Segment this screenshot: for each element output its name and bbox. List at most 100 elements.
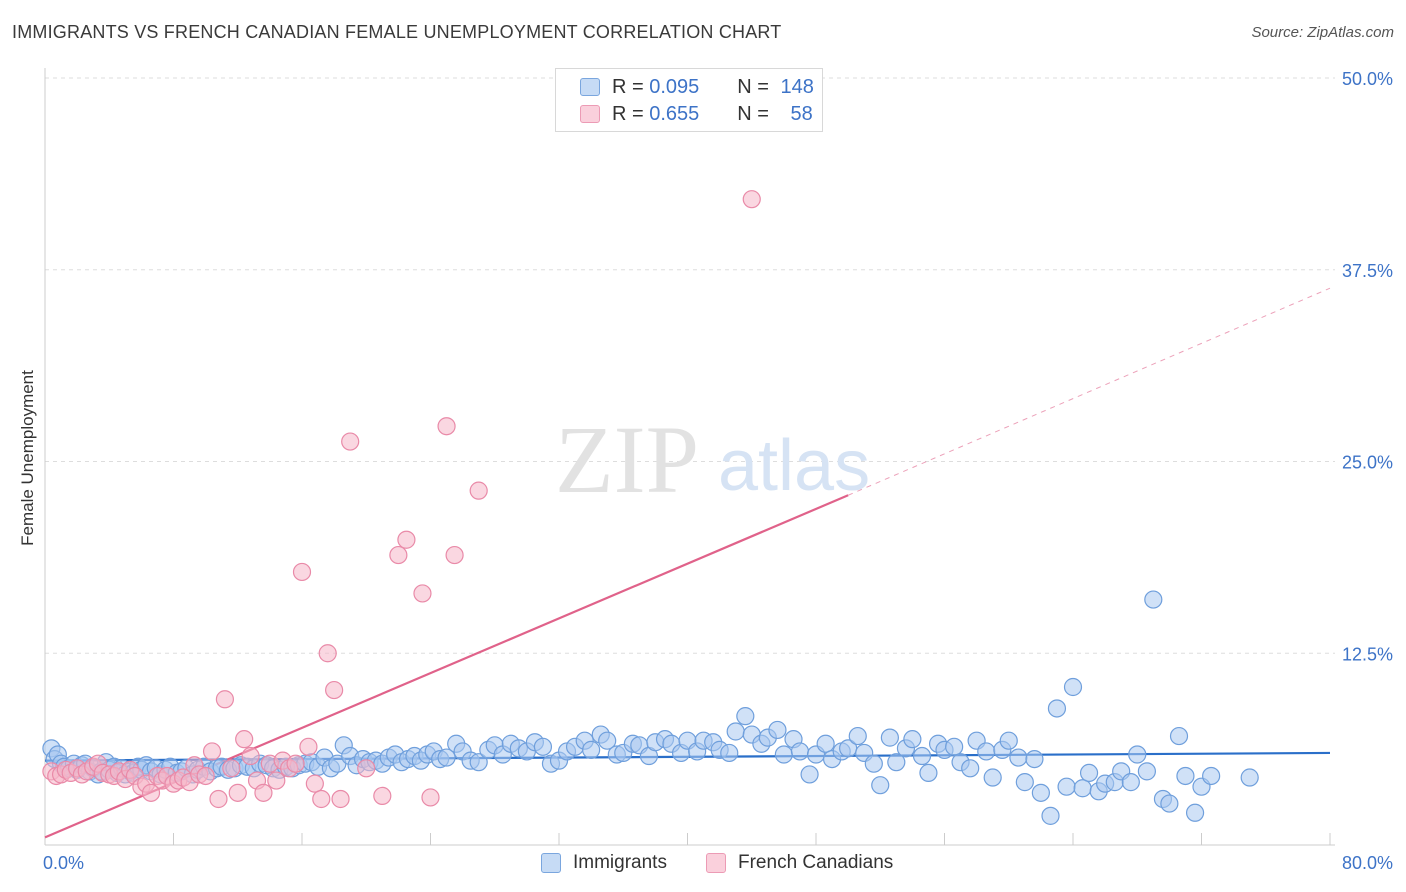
- immigrants-point: [983, 768, 1002, 787]
- x-tick-label: 0.0%: [43, 853, 84, 873]
- immigrants-point: [1047, 699, 1067, 718]
- french-canadians-point: [413, 584, 432, 603]
- french-canadians-point: [196, 766, 215, 786]
- axes: [44, 68, 1335, 846]
- french-canadians-point: [299, 737, 318, 756]
- immigrants-point: [912, 746, 932, 766]
- french-canadians-point: [325, 680, 344, 700]
- french-legend-swatch: [706, 853, 726, 873]
- french-canadians-point: [318, 644, 337, 663]
- y-tick-label: 12.5%: [1342, 644, 1393, 664]
- immigrants-legend-swatch: [541, 853, 561, 873]
- french-canadians-point: [312, 789, 331, 809]
- immigrants-point: [999, 731, 1018, 750]
- n-value: 58: [790, 102, 813, 125]
- r-value: 0.095: [649, 75, 700, 98]
- y-tick-label: 50.0%: [1342, 69, 1393, 89]
- immigrants-point: [582, 740, 601, 759]
- immigrants-point: [1041, 806, 1060, 825]
- x-tick-label: 80.0%: [1342, 853, 1393, 873]
- immigrants-point: [1063, 677, 1083, 697]
- immigrants-point: [887, 753, 906, 772]
- r-label: R =: [612, 75, 644, 98]
- immigrants-point: [871, 776, 890, 795]
- french-canadians-point: [254, 783, 273, 802]
- immigrants-point: [1031, 783, 1050, 802]
- french-canadians-point: [215, 690, 234, 709]
- french-canadians-point: [742, 190, 761, 209]
- immigrants-point: [768, 720, 787, 740]
- french-canadians-point: [222, 759, 241, 778]
- immigrants-point: [726, 722, 745, 741]
- n-value: 148: [780, 75, 814, 98]
- immigrants-point: [1128, 745, 1147, 764]
- immigrants-point: [903, 730, 922, 749]
- watermark-atlas: atlas: [718, 426, 870, 506]
- french-canadians-point: [469, 481, 488, 500]
- immigrants-point: [961, 759, 980, 778]
- chart-title: IMMIGRANTS VS FRENCH CANADIAN FEMALE UNE…: [12, 22, 782, 42]
- immigrants-swatch: [580, 78, 600, 96]
- immigrants-point: [1057, 777, 1076, 796]
- french-canadians-point: [437, 417, 456, 436]
- french-canadians-point: [286, 754, 305, 773]
- immigrants-point: [1137, 762, 1156, 781]
- y-tick-label: 25.0%: [1342, 453, 1393, 473]
- french-canadians-point: [421, 788, 440, 807]
- legend-row-immigrants: R = 0.095 N = 148: [580, 75, 814, 99]
- french-canadians-trend-extension: [847, 287, 1331, 496]
- immigrants-point: [774, 745, 793, 764]
- r-value: 0.655: [649, 102, 700, 125]
- immigrants-point: [1144, 590, 1163, 609]
- french-canadians-point: [202, 742, 222, 761]
- french-canadians-point: [235, 730, 254, 749]
- immigrants-point: [800, 765, 819, 784]
- immigrants-point: [1176, 766, 1195, 786]
- n-label: N =: [737, 75, 769, 98]
- immigrants-point: [1015, 773, 1034, 792]
- french-canadians-point: [305, 774, 324, 793]
- french-canadians-point: [389, 545, 408, 565]
- data-points: [42, 190, 1259, 825]
- immigrants-point: [736, 707, 755, 726]
- y-tick-label: 37.5%: [1342, 261, 1393, 281]
- legend-item-french: French Canadians: [706, 852, 893, 874]
- immigrants-point: [864, 754, 883, 773]
- immigrants-point: [1025, 749, 1044, 769]
- french-canadians-point: [228, 783, 247, 802]
- immigrants-legend-label: Immigrants: [573, 852, 667, 873]
- tick-labels: 12.5% 25.0% 37.5% 50.0% 0.0% 80.0%: [43, 69, 1393, 873]
- gridlines: [45, 77, 1335, 654]
- french-swatch: [580, 105, 600, 123]
- immigrants-point: [1169, 726, 1189, 746]
- series-legend: Immigrants French Canadians: [0, 852, 1406, 878]
- n-label: N =: [737, 102, 769, 125]
- immigrants-point: [848, 726, 867, 746]
- immigrants-point: [437, 748, 456, 767]
- immigrants-point: [880, 728, 899, 747]
- french-canadians-point: [357, 759, 376, 778]
- r-label: R =: [612, 102, 644, 125]
- watermark-zip: ZIP: [555, 406, 699, 513]
- french-canadians-point: [341, 432, 360, 451]
- immigrants-point: [816, 734, 835, 753]
- french-canadians-point: [241, 746, 260, 766]
- french-canadians-point: [209, 789, 228, 809]
- french-canadians-point: [397, 530, 416, 549]
- immigrants-point: [1079, 763, 1099, 783]
- legend-row-french: R = 0.655 N = 58: [580, 102, 813, 126]
- french-canadians-point: [267, 771, 286, 790]
- immigrants-point: [720, 743, 739, 763]
- immigrants-point: [1160, 794, 1179, 813]
- immigrants-point: [790, 742, 810, 761]
- immigrants-point: [1073, 779, 1092, 798]
- immigrants-point: [1185, 803, 1205, 822]
- y-axis-label: Female Unemployment: [18, 370, 37, 546]
- french-canadians-point: [373, 786, 392, 806]
- french-canadians-point: [331, 789, 350, 809]
- immigrants-point: [469, 753, 488, 772]
- french-canadians-point: [445, 545, 464, 565]
- immigrants-point: [533, 737, 553, 756]
- french-canadians-point: [141, 783, 161, 802]
